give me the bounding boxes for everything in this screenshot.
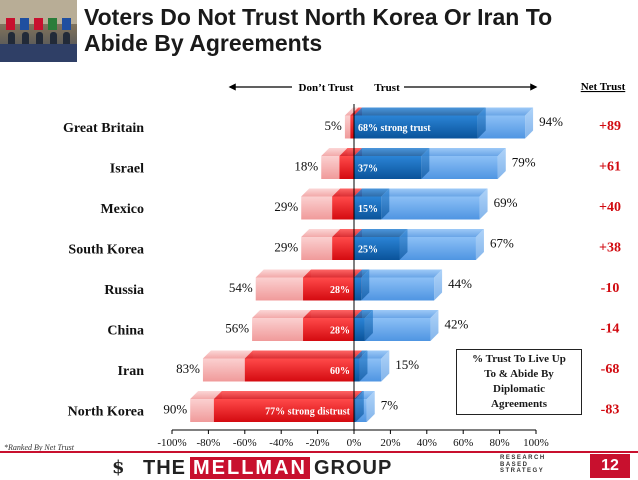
- page-title: Voters Do Not Trust North Korea Or Iran …: [84, 4, 552, 56]
- legend-line-3: Diplomatic: [493, 383, 545, 395]
- bar-strong-trust-north-korea: [354, 391, 364, 422]
- x-tick-label: 0%: [347, 437, 362, 449]
- bar-strong-trust-mexico: [354, 188, 390, 220]
- inner-label-great-britain: 68% strong trust: [358, 123, 431, 134]
- bar-strong-trust-israel: [354, 148, 430, 179]
- trust-label-israel: 79%: [512, 155, 536, 170]
- bar-strong-trust-russia: [354, 269, 370, 301]
- category-label-south-korea: South Korea: [68, 243, 144, 258]
- page-number: 12: [590, 454, 630, 478]
- net-trust-mexico: +40: [599, 200, 621, 215]
- inner-label-russia: 28%: [330, 285, 350, 296]
- net-trust-great-britain: +89: [599, 119, 621, 134]
- legend-box: % Trust To Live Up To & Abide By Diploma…: [456, 349, 582, 415]
- net-trust-israel: +61: [599, 160, 621, 175]
- bar-trust-mexico: [381, 188, 488, 220]
- distrust-label-mexico: 29%: [274, 199, 298, 214]
- logo-left: THE: [143, 457, 186, 479]
- trust-label-south-korea: 67%: [490, 236, 514, 251]
- bar-trust-israel: [421, 148, 506, 179]
- x-tick-label: 40%: [417, 437, 437, 449]
- category-label-china: China: [107, 324, 144, 339]
- distrust-label-south-korea: 29%: [274, 240, 298, 255]
- logo-right: GROUP: [313, 457, 393, 479]
- inner-label-north-korea: 77% strong distrust: [265, 407, 350, 418]
- net-trust-iran: -68: [601, 362, 620, 377]
- header-trust: Trust: [374, 82, 400, 94]
- bar-trust-south-korea: [399, 229, 484, 260]
- footer-rule: [0, 451, 638, 453]
- bar-trust-russia: [361, 269, 443, 301]
- distrust-label-great-britain: 5%: [325, 118, 343, 133]
- logo-mid: MELLMAN: [190, 457, 310, 479]
- bar-strong-trust-great-britain: [354, 107, 486, 139]
- tagline-1: RESEARCH: [500, 455, 546, 461]
- bar-strong-trust-iran: [354, 350, 368, 382]
- inner-label-south-korea: 25%: [358, 245, 378, 256]
- tagline-2: BASED: [500, 461, 529, 468]
- trust-label-mexico: 69%: [494, 195, 518, 210]
- trust-chart: Don’t Trust Trust Net Trust Great Britain 5…: [63, 81, 626, 449]
- x-tick-label: -40%: [269, 437, 293, 449]
- legend-line-2: To & Abide By: [484, 368, 554, 380]
- inner-label-iran: 60%: [330, 366, 350, 377]
- category-label-israel: Israel: [110, 162, 144, 177]
- trust-label-russia: 44%: [448, 276, 472, 291]
- inner-label-israel: 37%: [358, 164, 378, 175]
- logo-tagline: RESEARCH BASED STRATEGY: [500, 455, 546, 475]
- net-trust-russia: -10: [601, 281, 620, 296]
- tagline-3: STRATEGY: [500, 468, 545, 474]
- bar-trust-great-britain: [477, 107, 534, 139]
- trust-label-north-korea: 7%: [381, 398, 399, 413]
- distrust-label-russia: 54%: [229, 280, 253, 295]
- trust-label-china: 42%: [444, 317, 468, 332]
- distrust-label-china: 56%: [225, 321, 249, 336]
- title-line-1: Voters Do Not Trust North Korea Or Iran …: [84, 4, 553, 30]
- bar-trust-china: [364, 310, 439, 341]
- category-label-mexico: Mexico: [100, 202, 144, 217]
- bar-distrust-china: [252, 310, 312, 341]
- distrust-label-north-korea: 90%: [163, 402, 187, 417]
- category-label-north-korea: North Korea: [68, 405, 144, 420]
- net-trust-north-korea: -83: [601, 403, 620, 418]
- bar-strong-trust-south-korea: [354, 229, 408, 260]
- distrust-label-iran: 83%: [176, 361, 200, 376]
- x-tick-label: 80%: [490, 437, 510, 449]
- legend-line-1: % Trust To Live Up: [472, 353, 566, 365]
- company-logo: THE MELLMAN GROUP: [143, 457, 392, 480]
- x-tick-label: 20%: [380, 437, 400, 449]
- bar-strong-distrust-china: [303, 310, 362, 341]
- footer: $ THE MELLMAN GROUP RESEARCH BASED STRATEG…: [0, 451, 638, 479]
- x-tick-label: -100%: [157, 437, 186, 449]
- trust-label-great-britain: 94%: [539, 114, 563, 129]
- inner-label-china: 28%: [330, 326, 350, 337]
- category-label-russia: Russia: [104, 283, 144, 298]
- mellman-logo-icon: $: [112, 457, 125, 478]
- x-tick-label: 100%: [523, 437, 549, 449]
- net-trust-china: -14: [601, 322, 620, 337]
- bar-strong-trust-china: [354, 310, 373, 341]
- category-label-iran: Iran: [118, 364, 145, 379]
- x-tick-label: -60%: [233, 437, 257, 449]
- x-tick-label: 60%: [453, 437, 473, 449]
- header-photo: [0, 0, 77, 62]
- net-trust-south-korea: +38: [599, 241, 621, 256]
- inner-label-mexico: 15%: [358, 204, 378, 215]
- x-tick-label: -20%: [306, 437, 330, 449]
- trust-label-iran: 15%: [395, 357, 419, 372]
- bar-distrust-russia: [255, 269, 312, 301]
- legend-line-4: Agreements: [491, 398, 547, 410]
- header-dont-trust: Don’t Trust: [299, 82, 354, 94]
- footnote: *Ranked By Net Trust: [4, 443, 74, 452]
- title-line-2: Abide By Agreements: [84, 30, 323, 56]
- distrust-label-israel: 18%: [294, 159, 318, 174]
- header-net-trust: Net Trust: [581, 81, 626, 93]
- x-tick-label: -80%: [196, 437, 220, 449]
- category-label-great-britain: Great Britain: [63, 121, 144, 136]
